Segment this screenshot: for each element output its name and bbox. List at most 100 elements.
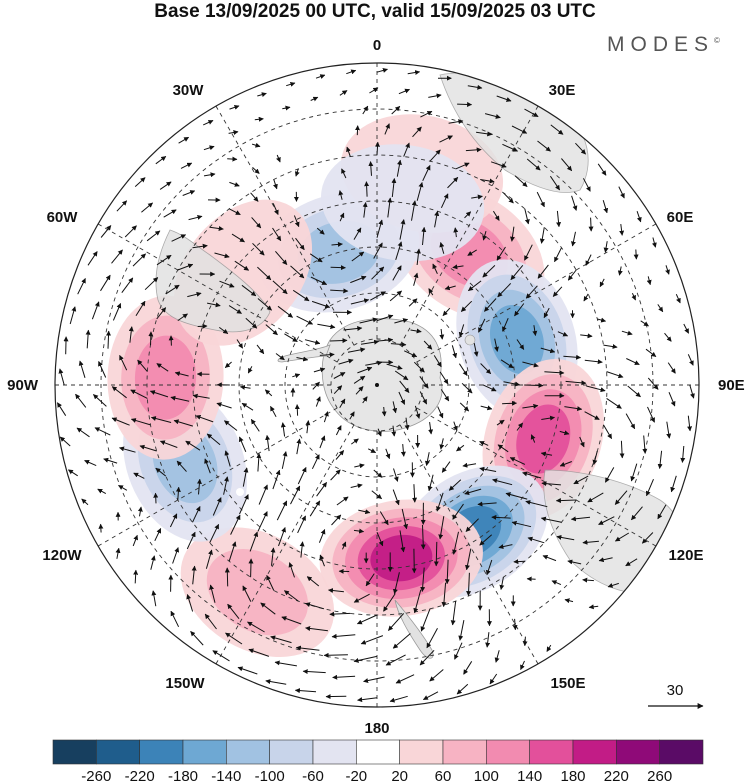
wind-vector bbox=[646, 276, 652, 286]
wind-vector bbox=[319, 435, 326, 449]
wind-vector bbox=[543, 307, 550, 319]
wind-vector bbox=[482, 265, 496, 278]
wind-vector bbox=[159, 181, 172, 190]
wind-vector bbox=[339, 398, 346, 409]
wind-vector bbox=[390, 341, 407, 347]
wind-vector bbox=[422, 691, 439, 701]
wind-vector bbox=[567, 559, 582, 565]
wind-vector bbox=[186, 594, 194, 612]
meridian bbox=[77, 407, 338, 558]
wind-vector bbox=[228, 208, 241, 216]
wind-vector bbox=[463, 661, 473, 675]
wind-vector bbox=[642, 435, 648, 454]
wind-vector bbox=[360, 635, 384, 645]
wind-vector bbox=[202, 120, 214, 126]
wind-vector bbox=[156, 254, 172, 266]
wind-vector bbox=[353, 593, 370, 603]
wind-vector bbox=[292, 289, 310, 302]
wind-vector bbox=[318, 529, 326, 543]
colorbar-tick-label: -100 bbox=[255, 768, 285, 783]
wind-vector bbox=[524, 382, 544, 388]
wind-vector bbox=[370, 291, 386, 301]
wind-vector bbox=[522, 403, 539, 409]
wind-vector bbox=[170, 395, 190, 402]
wind-vector bbox=[391, 425, 397, 437]
wind-vector bbox=[689, 384, 695, 399]
wind-vector bbox=[540, 347, 556, 354]
wind-vector bbox=[627, 385, 641, 398]
wind-vector bbox=[186, 531, 196, 550]
wind-vector bbox=[389, 290, 402, 302]
lon-label-90w: 90W bbox=[7, 377, 39, 394]
wind-vector bbox=[297, 515, 306, 534]
wind-vector bbox=[428, 288, 434, 296]
wind-vector bbox=[310, 96, 319, 102]
wind-vector bbox=[513, 559, 525, 565]
wind-vector bbox=[514, 175, 528, 187]
wind-vector bbox=[675, 293, 681, 304]
wind-vector bbox=[419, 376, 429, 389]
wind-vector bbox=[251, 217, 262, 229]
wind-vector bbox=[556, 534, 575, 541]
wind-vector bbox=[516, 422, 524, 431]
wind-vector bbox=[683, 323, 690, 334]
wind-vector bbox=[272, 280, 288, 295]
wind-vector bbox=[312, 381, 320, 390]
wind-vector bbox=[502, 318, 509, 332]
wind-vector bbox=[371, 490, 382, 500]
wind-vector bbox=[499, 577, 505, 590]
wind-vector bbox=[331, 241, 343, 247]
wind-vector bbox=[618, 186, 625, 199]
wind-vector bbox=[453, 421, 458, 432]
wind-vector bbox=[537, 264, 549, 279]
colorbar-swatch bbox=[442, 739, 487, 765]
wind-vector bbox=[111, 386, 127, 399]
wind-vector bbox=[516, 339, 525, 350]
wind-vector bbox=[155, 467, 167, 477]
lon-label-60e: 60E bbox=[667, 209, 694, 226]
wind-vector bbox=[668, 392, 676, 407]
wind-vector bbox=[209, 523, 220, 544]
wind-vector bbox=[56, 402, 67, 416]
wind-vector bbox=[148, 331, 154, 346]
wind-vector bbox=[631, 292, 636, 301]
wind-vector bbox=[666, 421, 672, 439]
colorbar-tick-label: 20 bbox=[391, 768, 408, 783]
wind-vector bbox=[185, 440, 201, 451]
wind-vector bbox=[647, 406, 655, 423]
wind-vector bbox=[203, 172, 216, 178]
graticule bbox=[55, 63, 699, 707]
wind-vector bbox=[257, 298, 272, 311]
wind-vector bbox=[212, 497, 222, 516]
wind-vector bbox=[335, 450, 345, 460]
wind-vector bbox=[403, 350, 418, 358]
wind-vector bbox=[542, 554, 557, 562]
wind-vector bbox=[385, 448, 391, 460]
wind-vector bbox=[447, 177, 459, 189]
wind-vector bbox=[491, 514, 511, 520]
wind-vector bbox=[192, 506, 201, 523]
wind-vector bbox=[573, 475, 589, 485]
wind-vector bbox=[399, 219, 406, 240]
wind-vector bbox=[369, 87, 379, 94]
wind-vector bbox=[614, 532, 630, 542]
wind-vector bbox=[584, 411, 600, 420]
wind-vector bbox=[647, 377, 659, 390]
wind-vector bbox=[144, 277, 159, 291]
wind-vector bbox=[379, 511, 389, 526]
colorbar-swatch bbox=[486, 739, 530, 765]
wind-vector bbox=[492, 478, 513, 486]
wind-vector bbox=[561, 158, 573, 172]
wind-vector bbox=[657, 304, 664, 313]
wind-vector bbox=[335, 425, 342, 436]
colorbar-swatch bbox=[399, 739, 444, 765]
wind-vector bbox=[575, 142, 586, 155]
wind-vector bbox=[169, 513, 178, 528]
wind-vector bbox=[260, 602, 276, 615]
reference-vector: 30 bbox=[648, 682, 704, 709]
wind-vector bbox=[479, 466, 497, 472]
wind-vector bbox=[350, 483, 363, 489]
wind-vector bbox=[617, 266, 623, 276]
wind-vector bbox=[149, 390, 169, 398]
wind-vector bbox=[456, 444, 465, 452]
